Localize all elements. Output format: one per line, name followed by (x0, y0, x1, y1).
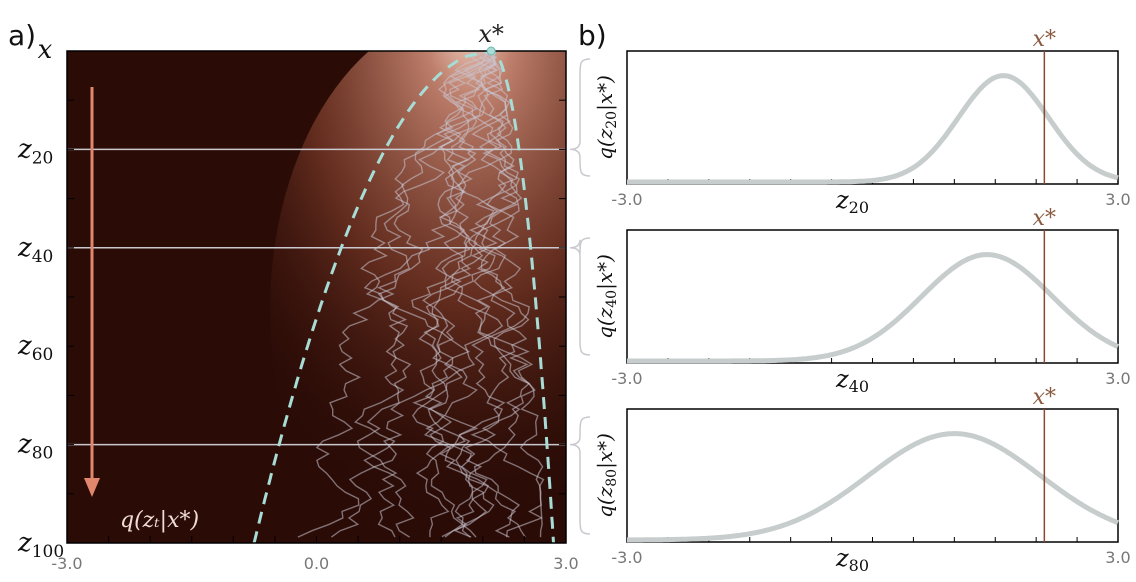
trajectory-group (297, 51, 545, 538)
panel-a-label: a) (8, 19, 36, 52)
density-curve (627, 431, 1119, 543)
trajectory-path (354, 51, 497, 538)
y-label-z40: z40 (17, 233, 53, 267)
x-axis-label: z40 (835, 365, 869, 396)
x-tick-label-b: -3.0 (611, 548, 642, 567)
x-tick-label-b: -3.0 (611, 369, 642, 388)
envelope-curve (252, 51, 555, 543)
time-arrow (84, 87, 100, 497)
time-slice-lines (67, 148, 566, 446)
y-axis-label: q(z20|x*) (593, 75, 620, 160)
marginal-subplot-40: x* -3.0 3.0 z40 q(z40|x*) (569, 206, 1131, 396)
brace-connector (569, 58, 591, 177)
density-glow (270, 51, 566, 543)
x-tick-label-a: -3.0 (51, 554, 82, 573)
x-axis-label: z20 (835, 186, 869, 217)
density-curve (627, 252, 1120, 364)
trajectory-path (360, 51, 495, 538)
x-axis-label: z80 (835, 544, 869, 575)
x-tick-label-b: 3.0 (1105, 548, 1130, 567)
trajectory-path (451, 51, 545, 538)
panel-b-marginals: b) x* -3.0 3.0 z20 q(z20|x*) x* -3.0 3.0 z40 q(z4… (569, 19, 1131, 575)
trajectory-path (330, 51, 522, 538)
x-tick-label-b: 3.0 (1105, 190, 1130, 209)
y-label-x: x (38, 35, 53, 65)
brace-connector (569, 416, 591, 535)
trajectory-path (411, 51, 498, 538)
y-axis-label: q(z80|x*) (593, 433, 620, 518)
y-label-z20: z20 (17, 134, 53, 168)
trajectory-path (412, 51, 523, 538)
marginal-subplot-20: x* -3.0 3.0 z20 q(z20|x*) (569, 27, 1131, 217)
x-tick-label-a: 0.0 (304, 554, 329, 573)
x-star-label: x* (1033, 385, 1056, 410)
x-tick-label-a: 3.0 (553, 554, 578, 573)
brace-connector (569, 237, 591, 356)
y-label-z80: z80 (17, 430, 53, 464)
panel-b-label: b) (578, 19, 607, 52)
panel-a-x-ticks: -3.0 0.0 3.0 (51, 536, 579, 573)
y-axis-label: q(z40|x*) (593, 254, 620, 339)
y-label-z60: z60 (17, 331, 53, 365)
trajectory-path (412, 51, 520, 538)
x-star-label: x* (1033, 27, 1056, 52)
x-star-label: x* (1033, 206, 1056, 231)
x-tick-label-b: -3.0 (611, 190, 642, 209)
x-star-point (486, 46, 496, 56)
x-star-label-a: x* (478, 20, 504, 48)
marginal-subplot-80: x* -3.0 3.0 z80 q(z80|x*) (569, 385, 1131, 575)
x-tick-label-b: 3.0 (1105, 369, 1130, 388)
density-curve (627, 73, 1119, 185)
density-annotation: q(zₜ|x*) (120, 508, 199, 533)
trajectory-path (431, 51, 526, 538)
trajectory-path (473, 51, 536, 538)
trajectory-path (439, 51, 544, 538)
